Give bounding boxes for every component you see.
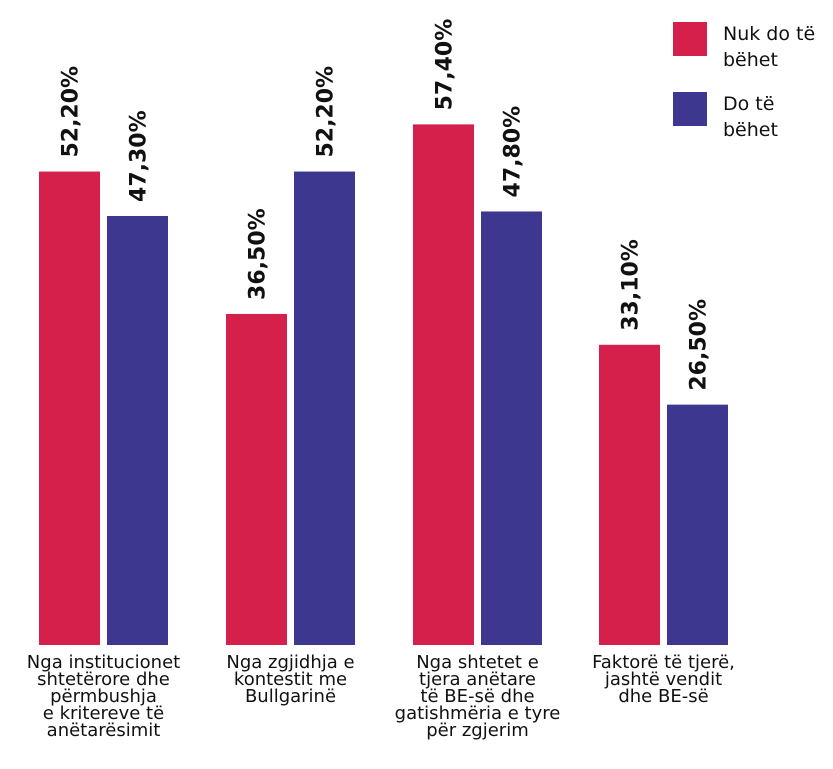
bar-do-te-behet-4 — [667, 404, 728, 645]
category-label-1-line-5: anëtarësimit — [47, 720, 161, 741]
bar-do-te-behet-3 — [481, 211, 542, 646]
legend-swatch-2 — [673, 92, 707, 126]
value-label-1-2: 36,50% — [246, 208, 271, 300]
legend-label-2-line-2: bëhet — [723, 119, 778, 141]
category-label-4-line-3: dhe BE-së — [618, 686, 708, 707]
category-label-1-line-3: përmbushja — [50, 686, 157, 707]
value-label-2-2: 52,20% — [314, 66, 339, 158]
category-label-2-line-1: Nga zgjidhja e — [226, 652, 354, 673]
category-label-1-line-2: shtetërore dhe — [37, 669, 170, 690]
legend: Nuk do të bëhet Do të bëhet — [673, 22, 815, 141]
category-label-3-line-5: për zgjerim — [426, 720, 529, 741]
value-label-1-3: 57,40% — [433, 19, 458, 111]
category-label-3-line-1: Nga shtetet e — [416, 652, 539, 673]
bar-do-te-behet-2 — [294, 171, 355, 645]
value-label-2-1: 47,30% — [127, 110, 152, 202]
legend-label-2-line-1: Do të — [723, 93, 774, 115]
legend-swatch-1 — [673, 22, 707, 56]
value-label-1-4: 33,10% — [619, 239, 644, 331]
category-label-3-line-4: gatishmëria e tyre — [395, 703, 561, 724]
value-label-1-1: 52,20% — [59, 66, 84, 158]
legend-label-1-line-1: Nuk do të — [723, 23, 815, 45]
bar-nuk-do-te-behet-2 — [226, 313, 287, 645]
category-label-4-line-1: Faktorë të tjerë, — [592, 652, 735, 673]
value-label-2-3: 47,80% — [501, 106, 526, 198]
legend-label-1-line-2: bëhet — [723, 49, 778, 71]
category-label-4-line-2: jashtë vendit — [604, 669, 722, 690]
bar-do-te-behet-1 — [107, 215, 168, 645]
category-label-3-line-2: tjera anëtare — [419, 669, 536, 690]
category-label-3-line-3: të BE-së dhe — [420, 686, 534, 707]
bars-group — [39, 124, 728, 646]
value-label-2-4: 26,50% — [687, 299, 712, 391]
bar-nuk-do-te-behet-3 — [413, 124, 474, 645]
category-label-1-line-4: e kritereve të — [43, 703, 164, 724]
bar-nuk-do-te-behet-4 — [599, 344, 660, 645]
category-label-1-line-1: Nga institucionet — [27, 652, 180, 673]
category-label-2-line-2: kontestit me — [234, 669, 347, 690]
bar-nuk-do-te-behet-1 — [39, 171, 100, 645]
category-label-2-line-3: Bullgarinë — [245, 686, 336, 707]
value-labels-group: 52,20% 47,30% 36,50% 52,20% 57,40% 47,80% 33,1… — [59, 19, 712, 391]
